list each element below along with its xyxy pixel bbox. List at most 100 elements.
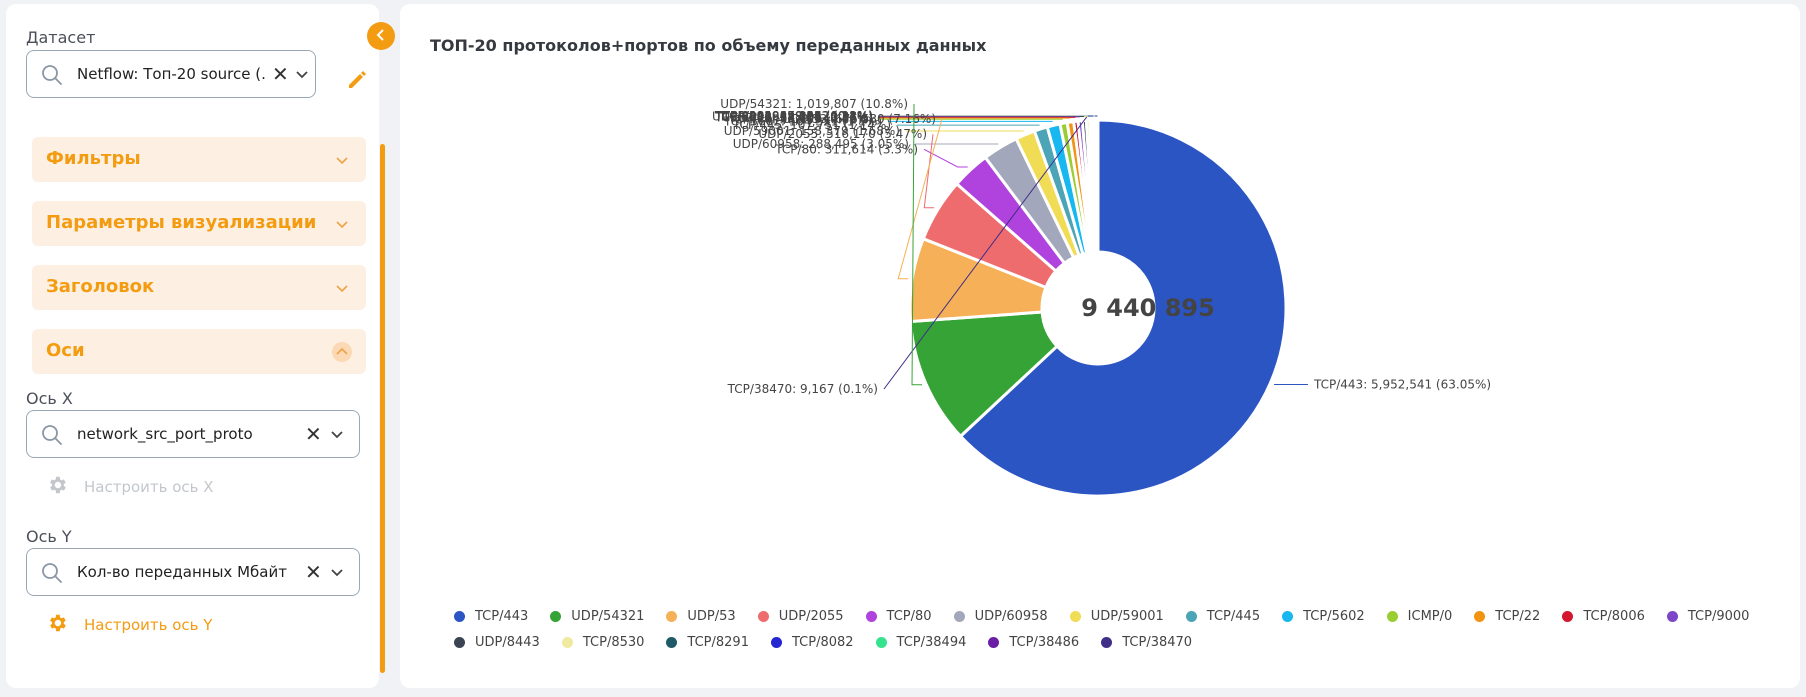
data-label: UDP/8443: 32,034 (0.34%) (712, 110, 873, 124)
legend-label: TCP/38494 (896, 635, 967, 650)
leader-line (923, 148, 968, 168)
legend-label: TCP/445 (1206, 609, 1261, 624)
legend-label: TCP/80 (886, 609, 932, 624)
accordion-visualization-params[interactable]: Параметры визуализации (32, 201, 366, 246)
legend-label: TCP/5602 (1303, 609, 1365, 624)
pencil-icon[interactable] (346, 68, 368, 94)
data-label: TCP/8291: 19,805 (0.21%) (714, 109, 873, 123)
legend-swatch (770, 637, 782, 648)
leader-line (897, 118, 943, 280)
legend-swatch (1282, 611, 1294, 622)
configure-x-axis-button[interactable]: Настроить ось X (46, 474, 214, 500)
chevron-down-icon[interactable] (330, 427, 344, 446)
accordion-title: Заголовок (46, 276, 155, 297)
legend-label: UDP/2055 (778, 609, 844, 624)
data-label: UDP/60958: 288,495 (3.05%) (733, 137, 909, 151)
accordion-filters[interactable]: Фильтры (32, 137, 366, 182)
legend-swatch (988, 637, 1000, 648)
y-axis-select[interactable]: Кол-во переданных Мбайт ✕ (26, 548, 360, 596)
legend-item[interactable]: UDP/53 (666, 608, 736, 625)
chart-panel: ТОП-20 протоколов+портов по объему перед… (400, 4, 1800, 688)
legend-label: UDP/60958 (974, 609, 1048, 624)
legend-item[interactable]: UDP/2055 (757, 608, 844, 625)
x-axis-select-value: network_src_port_proto (77, 425, 253, 443)
legend-swatch (1666, 611, 1678, 622)
legend-label: TCP/38486 (1009, 635, 1080, 650)
legend-item[interactable]: TCP/8082 (770, 634, 854, 651)
legend-swatch (550, 611, 562, 622)
data-label: TCP/22: 52,711 (0.56%) (729, 111, 873, 125)
legend-item[interactable]: UDP/54321 (550, 608, 644, 625)
legend-item[interactable]: ICMP/0 (1386, 608, 1453, 625)
accordion-header[interactable]: Заголовок (32, 265, 366, 310)
legend-label: ICMP/0 (1407, 609, 1453, 624)
legend-item[interactable]: TCP/5602 (1282, 608, 1365, 625)
close-icon[interactable]: ✕ (305, 422, 322, 446)
legend-item[interactable]: TCP/8006 (1562, 608, 1645, 625)
legend-swatch (1185, 611, 1197, 622)
legend-swatch (865, 611, 877, 622)
legend-item[interactable]: TCP/38486 (988, 634, 1079, 651)
chevron-down-icon (332, 278, 352, 298)
accordion-axes[interactable]: Оси (32, 329, 366, 374)
configure-y-axis-button[interactable]: Настроить ось Y (46, 612, 212, 638)
legend-label: UDP/8443 (475, 635, 540, 650)
chevron-down-icon[interactable] (330, 565, 344, 584)
close-icon[interactable]: ✕ (272, 62, 289, 86)
data-label: UDP/59001: 158,379 (1.68%) (724, 124, 900, 138)
legend-item[interactable]: TCP/38494 (875, 634, 967, 651)
legend-swatch (454, 637, 465, 648)
search-icon (41, 424, 63, 450)
leader-line (923, 134, 935, 209)
legend-item[interactable]: TCP/22 (1474, 608, 1540, 625)
legend-item[interactable]: UDP/8443 (454, 634, 540, 651)
chart-legend: TCP/443 UDP/54321 UDP/53 UDP/2055 TCP/80 UDP/… (454, 608, 1794, 651)
legend-label: TCP/22 (1495, 609, 1541, 624)
donut-slice-tcp-38470[interactable] (1095, 118, 1100, 254)
legend-swatch (666, 637, 678, 648)
legend-item[interactable]: UDP/59001 (1069, 608, 1164, 625)
donut-center-total: 9 440 895 (1081, 294, 1215, 322)
data-label: TCP/38470: 9,167 (0.1%) (727, 382, 878, 396)
x-axis-label: Ось X (26, 389, 73, 408)
data-label: UDP/53: 675,580 (7.16%) (783, 112, 936, 126)
legend-swatch (1386, 611, 1398, 622)
chart-title: ТОП-20 протоколов+портов по объему перед… (430, 36, 987, 55)
dataset-select[interactable]: Netflow: Топ-20 source (... ✕ (26, 50, 316, 98)
data-label: TCP/38486: 9,332 (0.1%) (722, 109, 873, 123)
legend-swatch (757, 611, 769, 622)
legend-swatch (1069, 611, 1081, 622)
legend-swatch (1101, 637, 1113, 648)
legend-label: TCP/38470 (1122, 635, 1193, 650)
donut-slice-tcp-443[interactable] (959, 118, 1288, 498)
legend-label: TCP/9000 (1687, 609, 1750, 624)
chevron-down-icon[interactable] (295, 67, 309, 86)
legend-label: TCP/8530 (582, 635, 645, 650)
legend-label: TCP/8006 (1583, 609, 1645, 624)
donut-slice-udp-54321[interactable] (908, 310, 1059, 438)
chevron-down-icon (332, 150, 352, 170)
legend-item[interactable]: TCP/443 (454, 608, 528, 625)
close-icon[interactable]: ✕ (305, 560, 322, 584)
dataset-label: Датасет (26, 28, 96, 47)
data-label: TCP/8530: 28,287 (0.3%) (722, 109, 873, 123)
legend-item[interactable]: TCP/80 (865, 608, 932, 625)
data-label: TCP/8082: 17,196 (0.18%) (714, 109, 873, 123)
legend-item[interactable]: TCP/445 (1185, 608, 1261, 625)
configure-x-axis-label: Настроить ось X (84, 478, 214, 496)
legend-item[interactable]: TCP/9000 (1666, 608, 1750, 625)
configure-y-axis-label: Настроить ось Y (84, 616, 213, 634)
x-axis-select[interactable]: network_src_port_proto ✕ (26, 410, 360, 458)
legend-label: UDP/59001 (1090, 609, 1164, 624)
legend-item[interactable]: UDP/60958 (953, 608, 1048, 625)
chevron-left-icon (374, 27, 388, 46)
legend-item[interactable]: TCP/8530 (561, 634, 645, 651)
data-label: ICMP/0: 58,509 (0.62%) (731, 112, 873, 126)
data-label: TCP/445: 107,751 (1.14%) (732, 118, 891, 132)
dataset-select-value: Netflow: Топ-20 source (... (77, 65, 267, 83)
legend-item[interactable]: TCP/38470 (1101, 634, 1192, 651)
legend-item[interactable]: TCP/8291 (666, 634, 749, 651)
collapse-panel-button[interactable] (367, 22, 395, 50)
sidebar-scrollbar[interactable] (380, 144, 385, 673)
legend-label: TCP/8082 (791, 635, 854, 650)
